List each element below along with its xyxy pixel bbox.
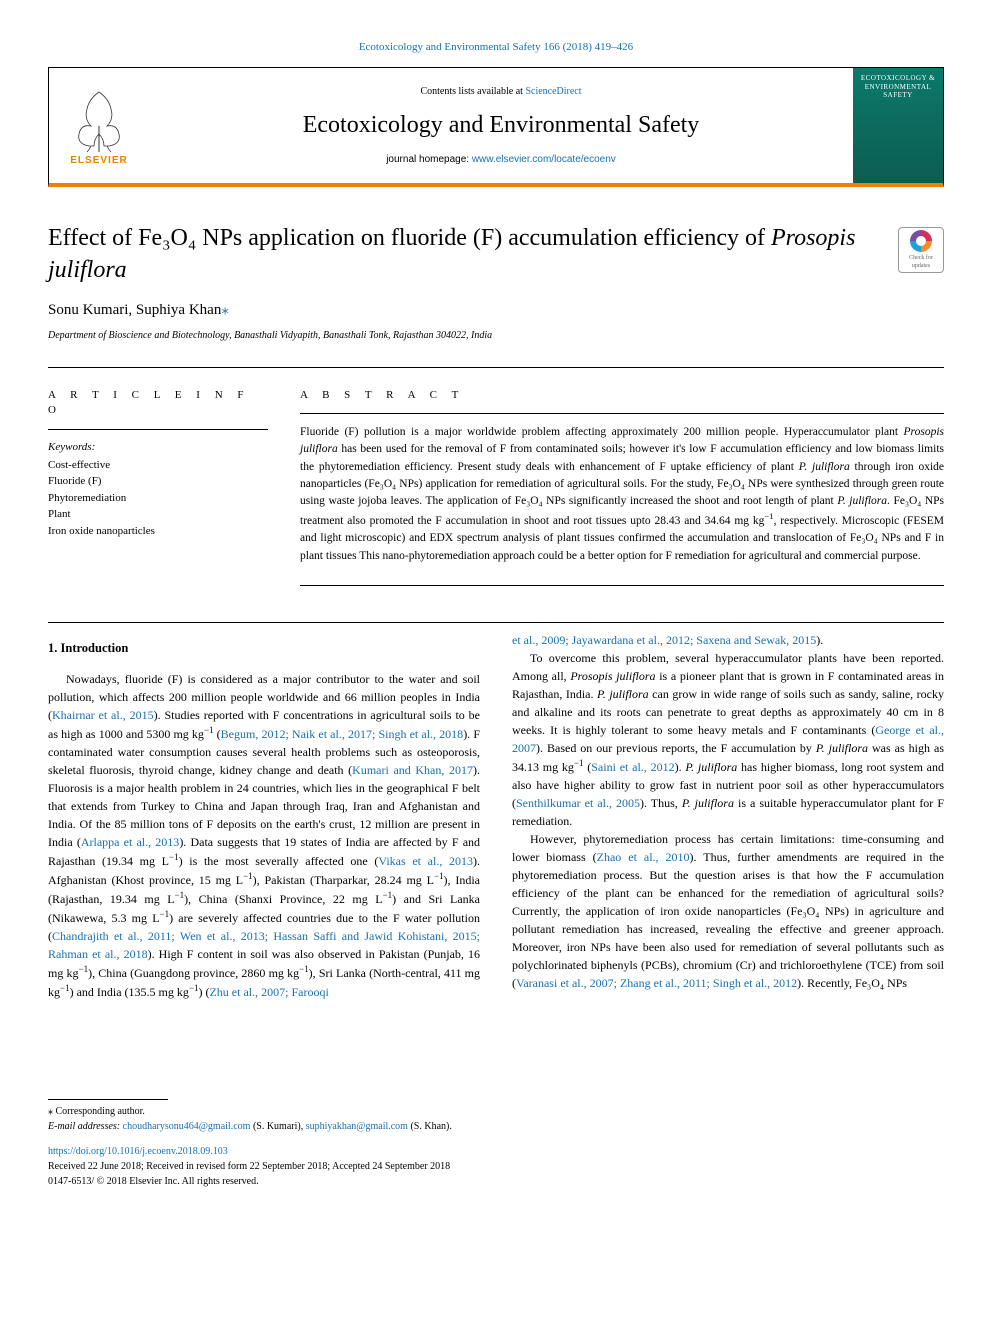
doi-line: https://doi.org/10.1016/j.ecoenv.2018.09… <box>48 1144 944 1159</box>
abstract-column: A B S T R A C T Fluoride (F) pollution i… <box>300 388 944 586</box>
body-paragraph: Nowadays, fluoride (F) is considered as … <box>48 670 480 1001</box>
publisher-logo[interactable]: ELSEVIER <box>49 68 149 183</box>
copyright-line: 0147-6513/ © 2018 Elsevier Inc. All righ… <box>48 1174 944 1189</box>
homepage-link[interactable]: www.elsevier.com/locate/ecoenv <box>472 154 616 165</box>
article-info-label: A R T I C L E I N F O <box>48 388 268 430</box>
author-names: Sonu Kumari, Suphiya Khan <box>48 302 221 318</box>
email-link[interactable]: suphiyakhan@gmail.com <box>306 1121 408 1132</box>
body-paragraph: To overcome this problem, several hypera… <box>512 649 944 830</box>
body-columns: 1. Introduction Nowadays, fluoride (F) i… <box>48 622 944 1001</box>
header-center: Contents lists available at ScienceDirec… <box>149 77 853 175</box>
check-line2: updates <box>912 262 930 270</box>
keyword: Phytoremediation <box>48 490 268 507</box>
journal-reference: Ecotoxicology and Environmental Safety 1… <box>48 40 944 55</box>
keyword: Plant <box>48 506 268 523</box>
body-paragraph: However, phytoremediation process has ce… <box>512 830 944 992</box>
body-continuation: et al., 2009; Jayawardana et al., 2012; … <box>512 631 944 649</box>
journal-header: ELSEVIER Contents lists available at Sci… <box>48 67 944 187</box>
article-title: Effect of Fe₃O₄ NPs application on fluor… <box>48 223 944 285</box>
corresponding-mark: ⁎ <box>221 302 229 318</box>
email-line: E-mail addresses: choudharysonu464@gmail… <box>48 1119 944 1134</box>
info-abstract-row: A R T I C L E I N F O Keywords: Cost-eff… <box>48 367 944 586</box>
article-info-column: A R T I C L E I N F O Keywords: Cost-eff… <box>48 388 268 586</box>
abstract-label: A B S T R A C T <box>300 388 944 414</box>
received-line: Received 22 June 2018; Received in revis… <box>48 1159 944 1174</box>
body-column-left: 1. Introduction Nowadays, fluoride (F) i… <box>48 631 480 1001</box>
elsevier-tree-icon <box>69 84 129 154</box>
email-link[interactable]: choudharysonu464@gmail.com <box>123 1121 251 1132</box>
corresponding-author-note: ⁎ Corresponding author. <box>48 1104 944 1119</box>
section-heading: 1. Introduction <box>48 639 480 658</box>
keyword: Cost-effective <box>48 457 268 474</box>
keyword: Fluoride (F) <box>48 473 268 490</box>
check-updates-badge[interactable]: Check for updates <box>898 227 944 273</box>
footnote-rule <box>48 1099 168 1100</box>
contents-line: Contents lists available at ScienceDirec… <box>157 85 845 99</box>
doi-link[interactable]: https://doi.org/10.1016/j.ecoenv.2018.09… <box>48 1146 228 1157</box>
homepage-prefix: journal homepage: <box>386 154 472 165</box>
sciencedirect-link[interactable]: ScienceDirect <box>525 86 581 97</box>
journal-title: Ecotoxicology and Environmental Safety <box>157 109 845 143</box>
keyword: Iron oxide nanoparticles <box>48 523 268 540</box>
email-label: E-mail addresses: <box>48 1121 123 1132</box>
keywords-label: Keywords: <box>48 440 268 455</box>
affiliation: Department of Bioscience and Biotechnolo… <box>48 329 944 343</box>
email-name: (S. Khan). <box>408 1121 452 1132</box>
journal-ref-link[interactable]: Ecotoxicology and Environmental Safety 1… <box>359 41 633 53</box>
journal-cover[interactable]: ECOTOXICOLOGY & ENVIRONMENTAL SAFETY <box>853 68 943 183</box>
check-line1: Check for <box>909 254 933 262</box>
publisher-name: ELSEVIER <box>70 154 127 168</box>
cover-title: ECOTOXICOLOGY & ENVIRONMENTAL SAFETY <box>859 74 937 99</box>
contents-prefix: Contents lists available at <box>420 86 525 97</box>
abstract-text: Fluoride (F) pollution is a major worldw… <box>300 424 944 565</box>
homepage-line: journal homepage: www.elsevier.com/locat… <box>157 153 845 167</box>
crossmark-icon <box>910 230 932 252</box>
body-column-right: et al., 2009; Jayawardana et al., 2012; … <box>512 631 944 1001</box>
article-header: Check for updates Effect of Fe₃O₄ NPs ap… <box>48 223 944 342</box>
footnotes: ⁎ Corresponding author. E-mail addresses… <box>48 1091 944 1189</box>
authors: Sonu Kumari, Suphiya Khan⁎ <box>48 300 944 321</box>
email-name: (S. Kumari), <box>250 1121 305 1132</box>
